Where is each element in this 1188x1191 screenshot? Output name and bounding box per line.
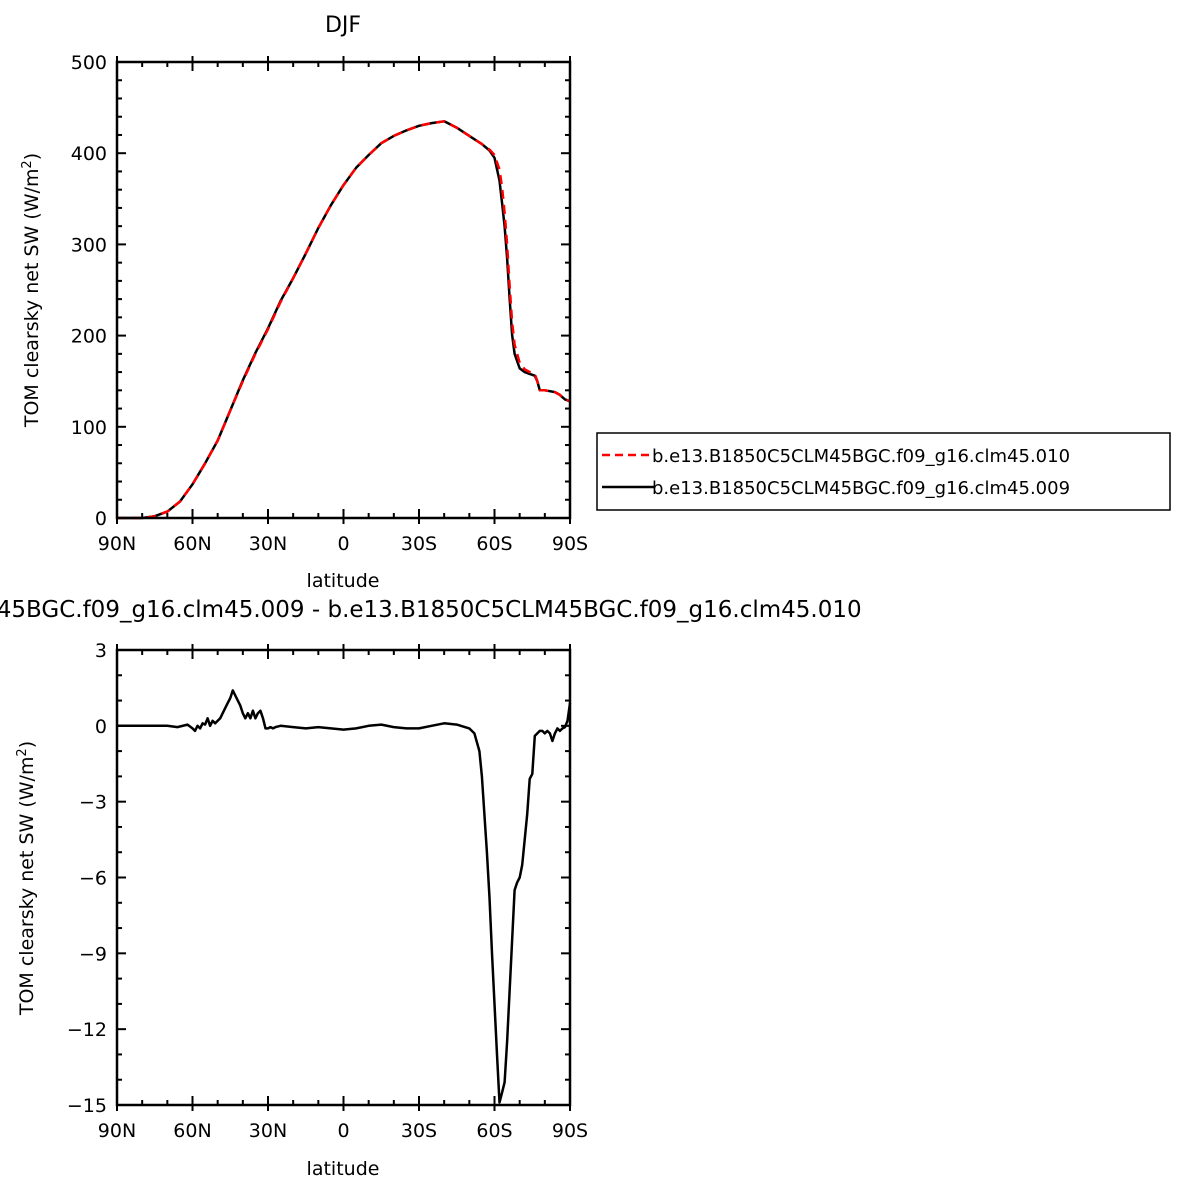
x-tick-label: 60S <box>476 533 512 555</box>
legend-entry-010: b.e13.B1850C5CLM45BGC.f09_g16.clm45.010 <box>652 446 1070 467</box>
bottom-axis-ticks: −15 −12 −9 −6 −3 0 3 90N 60N 30N 0 30S 60S 90S <box>67 640 588 1142</box>
y-tick-label: 0 <box>95 508 107 530</box>
bottom-plot-area <box>117 689 572 1104</box>
y-tick-label: 300 <box>71 234 107 256</box>
bottom-y-axis-label-end: ) <box>16 741 38 748</box>
y-tick-label: 100 <box>71 417 107 439</box>
top-y-axis-label-sup: 2 <box>20 160 35 168</box>
y-tick-label: 400 <box>71 143 107 165</box>
bottom-y-axis-label-main: TOM clearsky net SW (W/m <box>16 757 38 1017</box>
x-tick-label: 90S <box>552 1120 588 1142</box>
y-tick-label: −3 <box>79 792 107 814</box>
legend: b.e13.B1850C5CLM45BGC.f09_g16.clm45.010 … <box>596 432 1171 511</box>
legend-entry-009: b.e13.B1850C5CLM45BGC.f09_g16.clm45.009 <box>652 478 1070 499</box>
y-tick-label: 0 <box>95 716 107 738</box>
x-tick-label: 30N <box>249 1120 287 1142</box>
top-plot-area <box>117 120 571 520</box>
bottom-x-axis-label: latitude <box>307 1158 380 1180</box>
x-tick-label: 90N <box>98 1120 136 1142</box>
bottom-plot-frame <box>115 648 572 1107</box>
top-panel-title: DJF <box>325 13 361 38</box>
x-tick-label: 30S <box>401 533 437 555</box>
x-tick-label: 0 <box>337 533 349 555</box>
y-tick-label: −9 <box>79 943 107 965</box>
top-y-axis-label-end: ) <box>21 153 43 160</box>
y-tick-label: 200 <box>71 326 107 348</box>
x-tick-label: 60S <box>476 1120 512 1142</box>
x-tick-label: 30N <box>249 533 287 555</box>
bottom-y-axis-label-sup: 2 <box>15 748 30 756</box>
x-tick-label: 60N <box>173 533 211 555</box>
y-tick-label: 3 <box>95 640 107 662</box>
bottom-panel: b.e13.B1850C5CLM45BGC.f09_g16.clm45.009 … <box>0 597 862 1180</box>
top-x-axis-label: latitude <box>307 570 380 592</box>
y-tick-label: −15 <box>67 1095 107 1117</box>
bottom-y-axis-label: TOM clearsky net SW (W/m2) <box>15 741 38 1016</box>
x-tick-label: 60N <box>173 1120 211 1142</box>
series-line-0-0 <box>117 120 571 520</box>
x-tick-label: 0 <box>337 1120 349 1142</box>
x-tick-label: 90N <box>98 533 136 555</box>
y-tick-label: −6 <box>79 868 107 890</box>
y-tick-label: 500 <box>71 52 107 74</box>
top-axis-ticks: 0 100 200 300 400 500 90N 60N 30N 0 30S 60S 90S <box>71 52 588 555</box>
y-tick-label: −12 <box>67 1019 107 1041</box>
top-y-axis-label: TOM clearsky net SW (W/m2) <box>20 153 43 428</box>
x-tick-label: 90S <box>552 533 588 555</box>
top-plot-frame <box>115 60 572 520</box>
x-tick-label: 30S <box>401 1120 437 1142</box>
bottom-panel-title: b.e13.B1850C5CLM45BGC.f09_g16.clm45.009 … <box>0 597 862 623</box>
legend-box <box>596 432 1171 511</box>
series-line-1-0 <box>117 689 572 1104</box>
top-y-axis-label-main: TOM clearsky net SW (W/m <box>21 169 43 429</box>
